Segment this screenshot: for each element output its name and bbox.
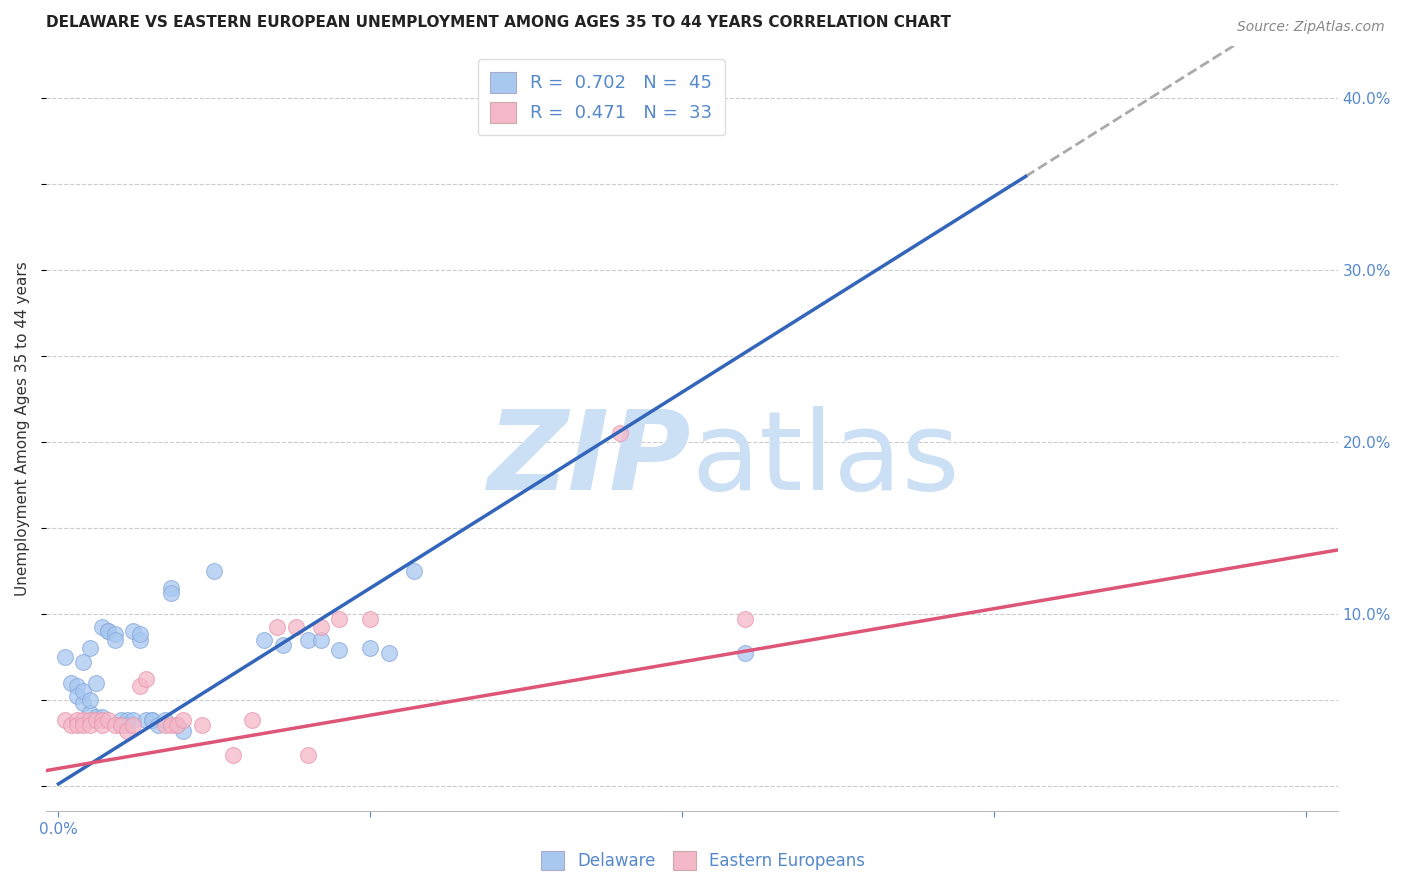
Point: [79, 718, 101, 732]
Point: [84, 675, 107, 690]
Point: [166, 718, 188, 732]
Point: [172, 714, 194, 728]
Text: atlas: atlas: [692, 406, 960, 513]
Point: [66, 718, 89, 732]
Point: [72, 718, 94, 732]
Point: [72, 696, 94, 710]
Text: ZIP: ZIP: [488, 406, 692, 513]
Point: [204, 564, 226, 578]
Point: [253, 632, 276, 647]
Point: [222, 747, 245, 762]
Point: [104, 627, 127, 641]
Point: [153, 714, 176, 728]
Point: [91, 620, 114, 634]
Point: [84, 714, 107, 728]
Point: [309, 632, 332, 647]
Point: [72, 684, 94, 698]
Point: [115, 714, 138, 728]
Point: [53, 649, 76, 664]
Point: [148, 718, 170, 732]
Point: [110, 718, 132, 732]
Point: [609, 426, 631, 441]
Point: [135, 714, 157, 728]
Point: [404, 564, 426, 578]
Point: [104, 718, 127, 732]
Point: [359, 641, 381, 656]
Point: [53, 714, 76, 728]
Legend: Delaware, Eastern Europeans: Delaware, Eastern Europeans: [534, 844, 872, 877]
Point: [79, 706, 101, 721]
Point: [166, 718, 188, 732]
Point: [91, 714, 114, 728]
Point: [135, 672, 157, 686]
Point: [66, 690, 89, 704]
Point: [309, 620, 332, 634]
Point: [66, 679, 89, 693]
Point: [122, 624, 145, 638]
Point: [284, 620, 307, 634]
Point: [266, 620, 288, 634]
Point: [128, 627, 150, 641]
Point: [734, 646, 756, 660]
Point: [91, 718, 114, 732]
Point: [59, 718, 82, 732]
Point: [153, 718, 176, 732]
Y-axis label: Unemployment Among Ages 35 to 44 years: Unemployment Among Ages 35 to 44 years: [15, 261, 30, 597]
Point: [328, 643, 350, 657]
Point: [122, 718, 145, 732]
Point: [159, 718, 181, 732]
Point: [172, 723, 194, 738]
Point: [110, 714, 132, 728]
Point: [110, 718, 132, 732]
Point: [240, 714, 263, 728]
Point: [191, 718, 214, 732]
Point: [115, 723, 138, 738]
Point: [734, 612, 756, 626]
Point: [84, 710, 107, 724]
Point: [97, 624, 120, 638]
Point: [128, 679, 150, 693]
Point: [104, 632, 127, 647]
Point: [297, 747, 319, 762]
Text: Source: ZipAtlas.com: Source: ZipAtlas.com: [1237, 20, 1385, 34]
Point: [79, 714, 101, 728]
Point: [91, 710, 114, 724]
Point: [159, 586, 181, 600]
Point: [66, 714, 89, 728]
Point: [59, 675, 82, 690]
Point: [378, 646, 401, 660]
Point: [141, 714, 163, 728]
Point: [297, 632, 319, 647]
Point: [328, 612, 350, 626]
Point: [72, 655, 94, 669]
Point: [122, 714, 145, 728]
Point: [97, 714, 120, 728]
Point: [359, 612, 381, 626]
Point: [72, 714, 94, 728]
Point: [97, 624, 120, 638]
Legend: R =  0.702   N =  45, R =  0.471   N =  33: R = 0.702 N = 45, R = 0.471 N = 33: [478, 59, 725, 136]
Point: [79, 641, 101, 656]
Point: [115, 718, 138, 732]
Text: DELAWARE VS EASTERN EUROPEAN UNEMPLOYMENT AMONG AGES 35 TO 44 YEARS CORRELATION : DELAWARE VS EASTERN EUROPEAN UNEMPLOYMEN…: [46, 15, 950, 30]
Point: [141, 714, 163, 728]
Point: [271, 638, 294, 652]
Point: [128, 632, 150, 647]
Point: [79, 692, 101, 706]
Point: [159, 581, 181, 595]
